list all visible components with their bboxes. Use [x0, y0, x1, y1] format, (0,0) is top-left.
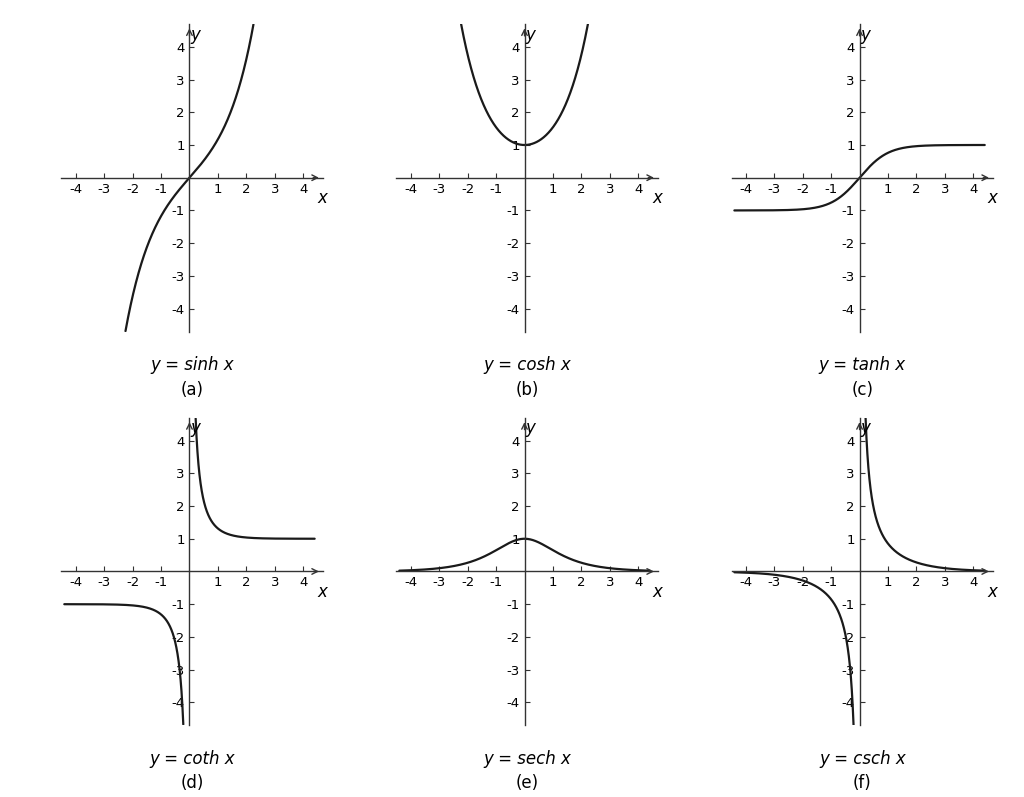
Text: x: x [317, 189, 328, 207]
Text: y = cosh x: y = cosh x [483, 356, 571, 374]
Text: y = csch x: y = csch x [819, 750, 906, 768]
Text: y = tanh x: y = tanh x [819, 356, 906, 374]
Text: y: y [190, 419, 201, 438]
Text: (f): (f) [853, 775, 871, 792]
Text: y: y [526, 26, 536, 44]
Text: y: y [526, 419, 536, 438]
Text: (b): (b) [516, 381, 539, 398]
Text: x: x [652, 583, 663, 601]
Text: y: y [861, 419, 870, 438]
Text: y = sinh x: y = sinh x [151, 356, 234, 374]
Text: (e): (e) [516, 775, 539, 792]
Text: y = coth x: y = coth x [150, 750, 236, 768]
Text: y: y [190, 26, 201, 44]
Text: y: y [861, 26, 870, 44]
Text: (d): (d) [180, 775, 204, 792]
Text: x: x [317, 583, 328, 601]
Text: (a): (a) [181, 381, 204, 398]
Text: y = sech x: y = sech x [483, 750, 571, 768]
Text: x: x [988, 583, 997, 601]
Text: x: x [988, 189, 997, 207]
Text: x: x [652, 189, 663, 207]
Text: (c): (c) [851, 381, 873, 398]
